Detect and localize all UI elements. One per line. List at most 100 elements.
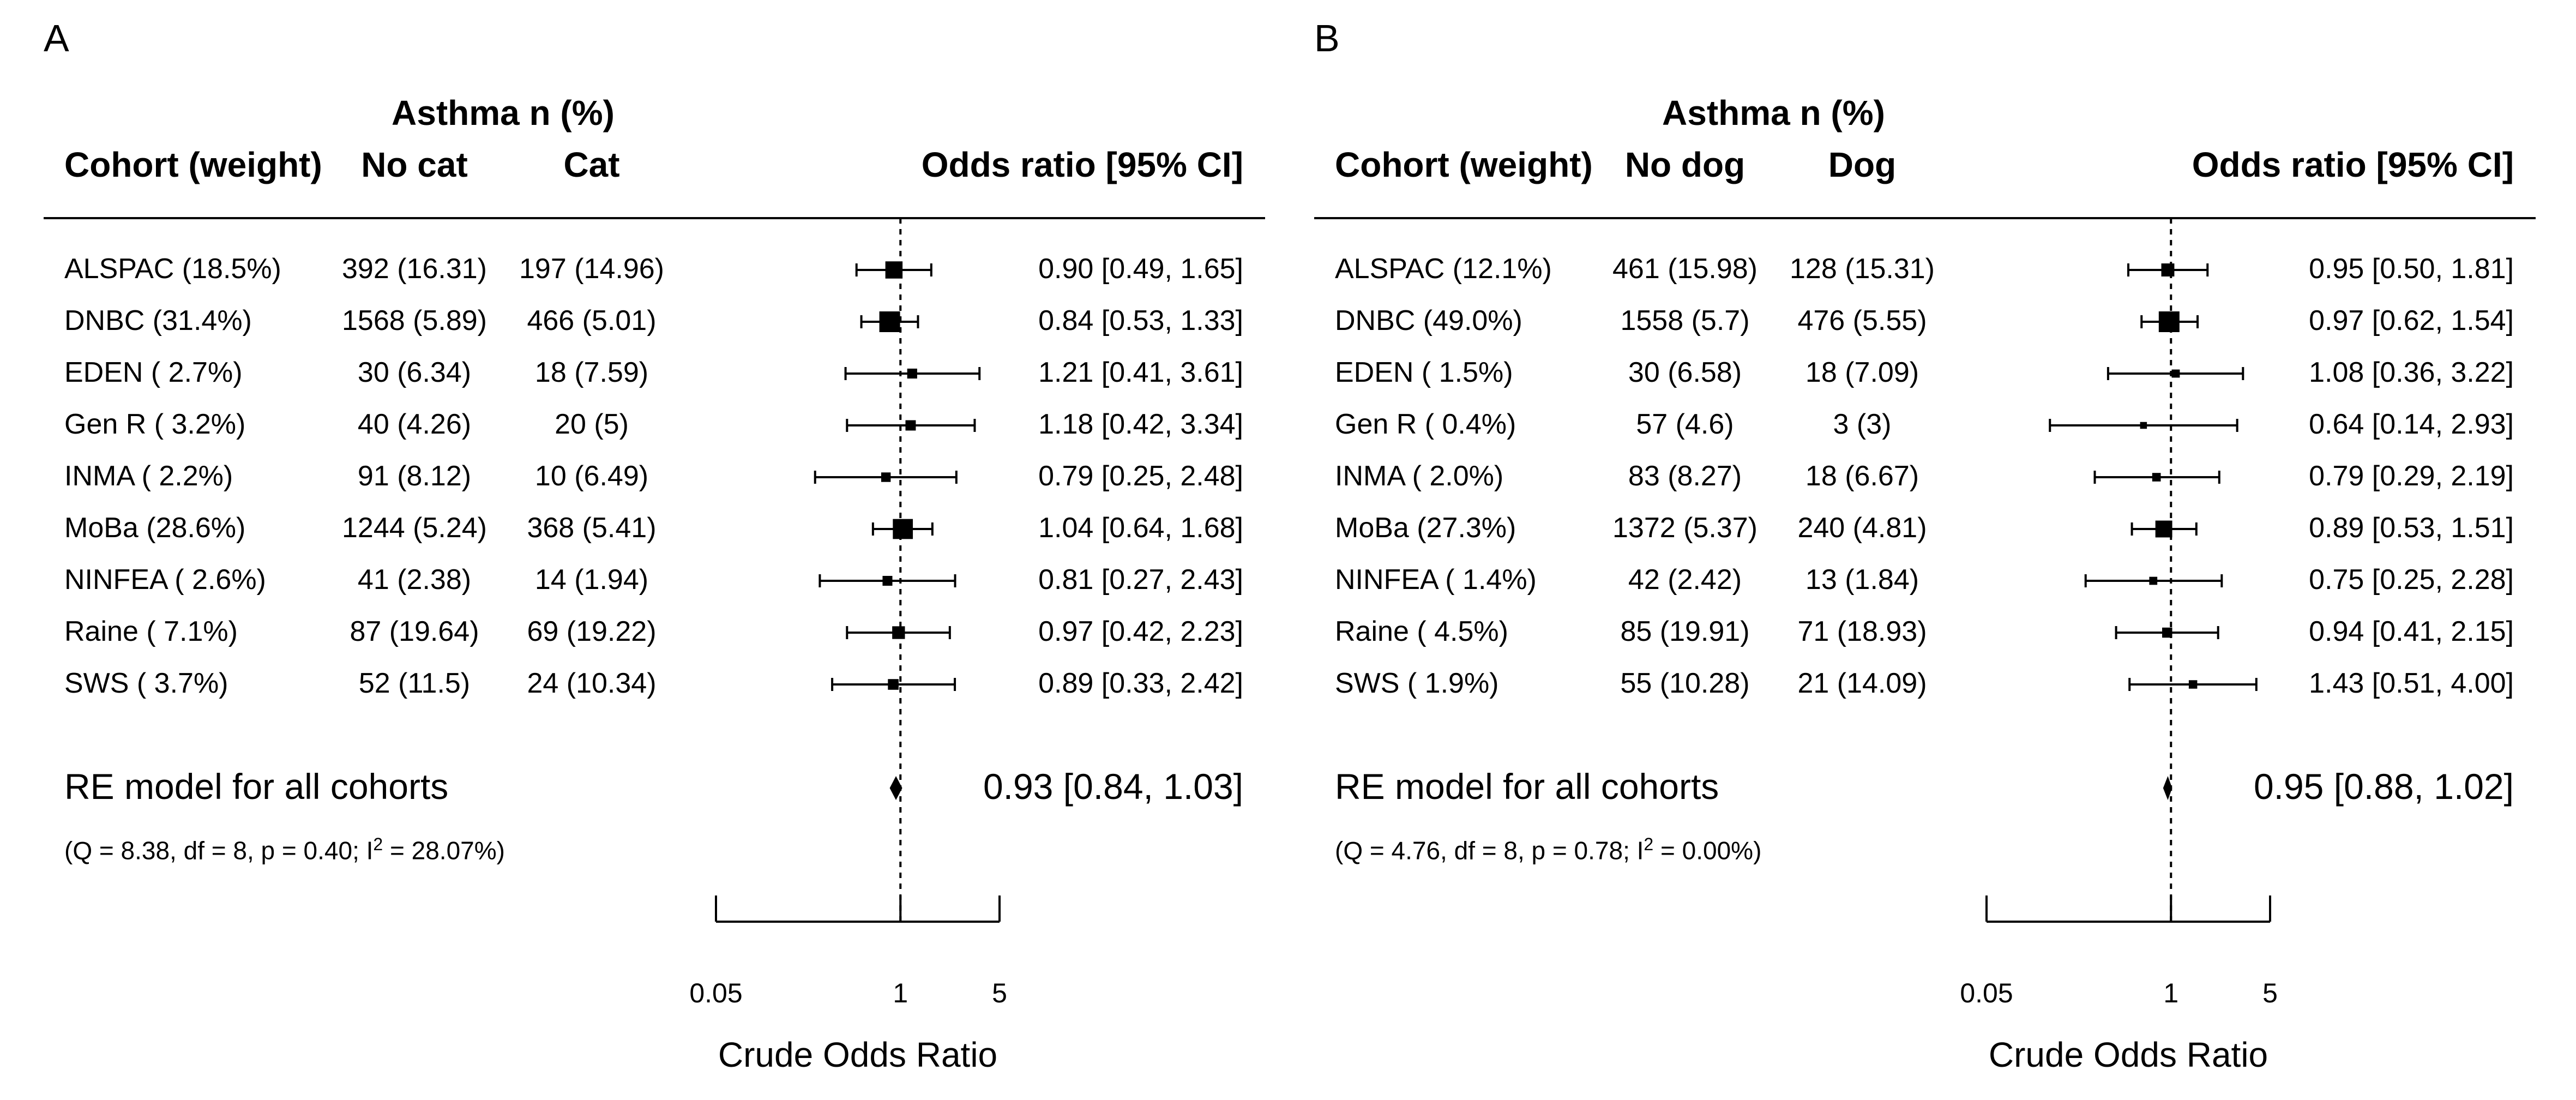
- row-exposure-value: 18 (7.59): [534, 356, 649, 388]
- row-odds-ratio-text: 1.04 [0.64, 1.68]: [1038, 512, 1243, 544]
- row-no-exposure-value: 91 (8.12): [357, 460, 472, 492]
- row-no-exposure-value: 30 (6.34): [357, 356, 472, 388]
- point-estimate-square: [2152, 473, 2161, 482]
- group-header: Asthma n (%): [392, 93, 615, 133]
- summary-diamond: [2163, 776, 2172, 800]
- x-tick-label: 5: [992, 978, 1007, 1008]
- row-exposure-value: 21 (14.09): [1797, 667, 1927, 699]
- point-estimate-square: [2155, 520, 2172, 538]
- point-estimate-square: [905, 420, 916, 431]
- row-odds-ratio-text: 0.95 [0.50, 1.81]: [2309, 253, 2514, 285]
- row-no-exposure-value: 40 (4.26): [357, 408, 472, 440]
- column-header-odds-ratio: Odds ratio [95% CI]: [921, 145, 1243, 185]
- x-tick-label: 1: [893, 978, 908, 1008]
- column-header-cohort: Cohort (weight): [1335, 145, 1593, 185]
- row-exposure-value: 10 (6.49): [534, 460, 649, 492]
- row-no-exposure-value: 1568 (5.89): [342, 304, 487, 336]
- point-estimate-square: [2161, 263, 2175, 276]
- row-no-exposure-value: 1372 (5.37): [1612, 512, 1758, 544]
- row-exposure-value: 69 (19.22): [527, 615, 657, 647]
- panel-letter: A: [44, 17, 69, 59]
- point-estimate-square: [893, 519, 913, 539]
- row-exposure-value: 14 (1.94): [534, 563, 649, 596]
- panel-letter: B: [1314, 17, 1340, 59]
- row-cohort-label: NINFEA ( 2.6%): [64, 563, 266, 596]
- row-odds-ratio-text: 1.21 [0.41, 3.61]: [1038, 356, 1243, 388]
- row-cohort-label: SWS ( 3.7%): [64, 667, 228, 699]
- column-header-cohort: Cohort (weight): [64, 145, 322, 185]
- row-cohort-label: ALSPAC (18.5%): [64, 253, 281, 285]
- row-exposure-value: 476 (5.55): [1797, 304, 1927, 336]
- row-cohort-label: EDEN ( 1.5%): [1335, 356, 1513, 388]
- point-estimate-square: [2140, 422, 2147, 429]
- point-estimate-square: [882, 575, 893, 586]
- row-cohort-label: MoBa (28.6%): [64, 512, 246, 544]
- row-cohort-label: Raine ( 7.1%): [64, 615, 238, 647]
- row-cohort-label: MoBa (27.3%): [1335, 512, 1516, 544]
- row-exposure-value: 18 (6.67): [1805, 460, 1919, 492]
- point-estimate-square: [892, 626, 905, 639]
- row-odds-ratio-text: 0.81 [0.27, 2.43]: [1038, 563, 1243, 596]
- row-exposure-value: 18 (7.09): [1805, 356, 1919, 388]
- row-no-exposure-value: 30 (6.58): [1628, 356, 1742, 388]
- row-odds-ratio-text: 0.79 [0.29, 2.19]: [2309, 460, 2514, 492]
- row-odds-ratio-text: 0.90 [0.49, 1.65]: [1038, 253, 1243, 285]
- row-odds-ratio-text: 0.94 [0.41, 2.15]: [2309, 615, 2514, 647]
- row-no-exposure-value: 1244 (5.24): [342, 512, 487, 544]
- row-cohort-label: ALSPAC (12.1%): [1335, 253, 1552, 285]
- row-no-exposure-value: 392 (16.31): [342, 253, 487, 285]
- column-header-no-exposure: No cat: [361, 145, 468, 185]
- row-cohort-label: SWS ( 1.9%): [1335, 667, 1499, 699]
- point-estimate-square: [907, 368, 917, 379]
- row-no-exposure-value: 87 (19.64): [350, 615, 479, 647]
- group-header: Asthma n (%): [1662, 93, 1885, 133]
- column-header-odds-ratio: Odds ratio [95% CI]: [2192, 145, 2514, 185]
- heterogeneity-stats: (Q = 8.38, df = 8, p = 0.40; I2 = 28.07%…: [64, 834, 505, 865]
- summary-label: RE model for all cohorts: [64, 766, 449, 807]
- row-no-exposure-value: 1558 (5.7): [1620, 304, 1750, 336]
- summary-diamond: [889, 776, 902, 800]
- row-cohort-label: DNBC (49.0%): [1335, 304, 1522, 336]
- row-no-exposure-value: 85 (19.91): [1620, 615, 1750, 647]
- row-exposure-value: 128 (15.31): [1790, 253, 1935, 285]
- row-odds-ratio-text: 0.97 [0.62, 1.54]: [2309, 304, 2514, 336]
- row-exposure-value: 13 (1.84): [1805, 563, 1919, 596]
- point-estimate-square: [885, 261, 903, 279]
- row-cohort-label: INMA ( 2.2%): [64, 460, 233, 492]
- heterogeneity-stats: (Q = 4.76, df = 8, p = 0.78; I2 = 0.00%): [1335, 834, 1762, 865]
- row-no-exposure-value: 83 (8.27): [1628, 460, 1742, 492]
- forest-plot-svg: [1314, 217, 2536, 923]
- x-axis-label: Crude Odds Ratio: [1988, 1035, 2268, 1075]
- row-no-exposure-value: 461 (15.98): [1612, 253, 1758, 285]
- row-no-exposure-value: 52 (11.5): [358, 667, 471, 699]
- row-odds-ratio-text: 1.18 [0.42, 3.34]: [1038, 408, 1243, 440]
- row-odds-ratio-text: 0.75 [0.25, 2.28]: [2309, 563, 2514, 596]
- point-estimate-square: [2171, 369, 2180, 378]
- point-estimate-square: [2158, 311, 2180, 332]
- x-tick-label: 5: [2262, 978, 2278, 1008]
- row-odds-ratio-text: 0.89 [0.53, 1.51]: [2309, 512, 2514, 544]
- point-estimate-square: [879, 311, 900, 332]
- x-tick-label: 0.05: [1960, 978, 2013, 1008]
- point-estimate-square: [888, 679, 899, 690]
- row-cohort-label: DNBC (31.4%): [64, 304, 252, 336]
- row-exposure-value: 3 (3): [1833, 408, 1892, 440]
- summary-odds-ratio-text: 0.93 [0.84, 1.03]: [983, 766, 1243, 807]
- row-cohort-label: EDEN ( 2.7%): [64, 356, 243, 388]
- x-tick-label: 1: [2163, 978, 2179, 1008]
- point-estimate-square: [2188, 680, 2198, 689]
- row-odds-ratio-text: 1.43 [0.51, 4.00]: [2309, 667, 2514, 699]
- row-no-exposure-value: 57 (4.6): [1636, 408, 1734, 440]
- row-cohort-label: INMA ( 2.0%): [1335, 460, 1504, 492]
- summary-odds-ratio-text: 0.95 [0.88, 1.02]: [2253, 766, 2514, 807]
- forest-plot-panel-b: B Asthma n (%) Cohort (weight) No dog Dog Odd…: [1271, 0, 2547, 1100]
- row-cohort-label: Gen R ( 3.2%): [64, 408, 246, 440]
- column-header-exposure: Dog: [1828, 145, 1897, 185]
- row-cohort-label: Raine ( 4.5%): [1335, 615, 1508, 647]
- row-odds-ratio-text: 0.97 [0.42, 2.23]: [1038, 615, 1243, 647]
- row-odds-ratio-text: 0.79 [0.25, 2.48]: [1038, 460, 1243, 492]
- column-header-exposure: Cat: [563, 145, 620, 185]
- row-exposure-value: 240 (4.81): [1797, 512, 1927, 544]
- forest-plot-svg: [44, 217, 1265, 923]
- row-exposure-value: 466 (5.01): [527, 304, 657, 336]
